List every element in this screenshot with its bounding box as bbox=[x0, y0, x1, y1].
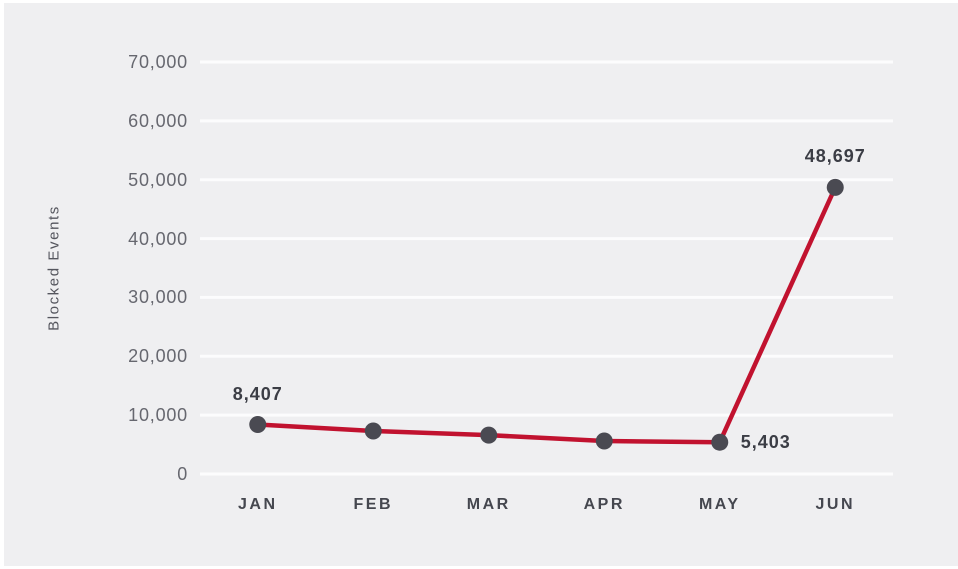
x-tick-label-feb: FEB bbox=[353, 496, 393, 513]
y-tick-label: 10,000 bbox=[128, 405, 188, 426]
x-tick-label-apr: APR bbox=[583, 496, 625, 513]
y-tick-label: 50,000 bbox=[128, 169, 188, 190]
data-point-jan bbox=[249, 416, 267, 434]
y-axis-title: Blocked Events bbox=[45, 205, 63, 331]
line-chart-canvas bbox=[200, 60, 893, 476]
y-tick-label: 60,000 bbox=[128, 110, 188, 131]
y-tick-label: 30,000 bbox=[128, 287, 188, 308]
data-point-mar bbox=[480, 426, 498, 444]
data-point-feb bbox=[364, 422, 382, 440]
y-tick-label: 20,000 bbox=[128, 346, 188, 367]
x-tick-label-jun: JUN bbox=[815, 496, 855, 513]
y-tick-label: 70,000 bbox=[128, 52, 188, 72]
data-line bbox=[255, 185, 838, 445]
point-label-may: 5,403 bbox=[740, 432, 791, 453]
y-tick-label: 0 bbox=[177, 464, 188, 484]
chart-panel: Blocked Events 0 10,000 20,000 30,000 40,000… bbox=[4, 3, 958, 566]
y-tick-label: 40,000 bbox=[128, 228, 188, 249]
x-tick-label-may: MAY bbox=[698, 496, 741, 513]
x-tick-label-mar: MAR bbox=[466, 496, 511, 513]
point-label-jun: 48,697 bbox=[804, 146, 866, 167]
data-point-jun bbox=[826, 178, 844, 196]
point-label-jan: 8,407 bbox=[232, 383, 283, 404]
data-point-apr bbox=[595, 432, 613, 450]
x-tick-label-jan: JAN bbox=[237, 496, 278, 513]
data-point-may bbox=[711, 433, 729, 451]
